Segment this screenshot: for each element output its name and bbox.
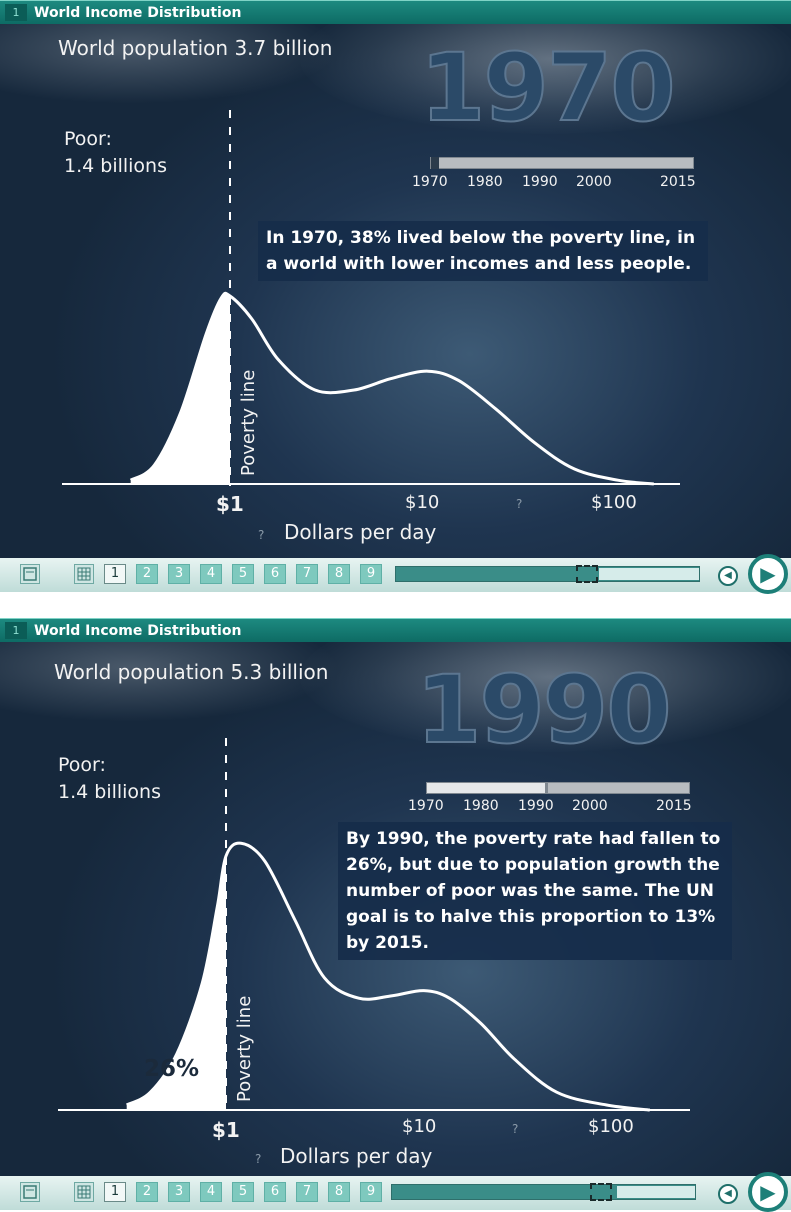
distribution-curve xyxy=(125,841,650,1112)
annotation-box: In 1970, 38% lived below the poverty lin… xyxy=(258,221,708,281)
annotation-box: By 1990, the poverty rate had fallen to … xyxy=(338,822,732,960)
timeline-selection[interactable] xyxy=(590,1183,612,1201)
year-slider[interactable] xyxy=(426,782,690,794)
x-tick-10: $10 xyxy=(402,1116,437,1137)
poor-value: 1.4 billions xyxy=(64,155,167,177)
page-button-6[interactable]: 6 xyxy=(264,1182,286,1202)
timeline-progress[interactable] xyxy=(395,565,700,583)
page-button-4[interactable]: 4 xyxy=(200,564,222,584)
playback-toolbar: 1 2 3 4 5 6 7 8 9 ◀ ▶ xyxy=(0,1172,791,1212)
slide-number: 1 xyxy=(5,4,27,21)
list-icon[interactable] xyxy=(20,564,40,584)
poor-label: Poor: 1.4 billions xyxy=(58,752,161,806)
year-display: 1990 xyxy=(415,656,673,765)
unknown-mark: ? xyxy=(258,528,265,542)
slider-tick: 1980 xyxy=(467,174,503,190)
slider-knob[interactable] xyxy=(431,157,439,169)
slider-tick: 1970 xyxy=(412,174,448,190)
slider-tick: 2000 xyxy=(576,174,612,190)
timeline-progress[interactable] xyxy=(391,1183,696,1201)
slider-tick: 1970 xyxy=(408,798,444,814)
poor-area xyxy=(126,856,226,1110)
poor-value: 1.4 billions xyxy=(58,781,161,803)
chart-stage: World population 5.3 billion Poor: 1.4 b… xyxy=(0,642,791,1176)
page-button-5[interactable]: 5 xyxy=(232,564,254,584)
title-bar: 1 World Income Distribution xyxy=(0,0,791,25)
timeline-selection[interactable] xyxy=(576,565,598,583)
x-tick-1: $1 xyxy=(216,492,244,516)
unknown-mark: ? xyxy=(255,1152,262,1166)
slide-title: World Income Distribution xyxy=(34,623,242,639)
year-slider[interactable] xyxy=(430,157,694,169)
chart-stage: World population 3.7 billion Poor: 1.4 b… xyxy=(0,24,791,558)
poor-area xyxy=(130,293,230,484)
page-button-3[interactable]: 3 xyxy=(168,564,190,584)
list-icon[interactable] xyxy=(20,1182,40,1202)
page-button-2[interactable]: 2 xyxy=(136,1182,158,1202)
slide-title: World Income Distribution xyxy=(34,5,242,21)
distribution-curve xyxy=(129,291,654,486)
x-axis-label: Dollars per day xyxy=(284,520,437,544)
timeline-remaining xyxy=(599,568,699,580)
slider-tick: 1990 xyxy=(518,798,554,814)
x-tick-100: $100 xyxy=(591,492,637,513)
page-button-6[interactable]: 6 xyxy=(264,564,286,584)
page-button-7[interactable]: 7 xyxy=(296,564,318,584)
play-icon[interactable]: ▶ xyxy=(748,1172,788,1212)
page-button-7[interactable]: 7 xyxy=(296,1182,318,1202)
page-button-2[interactable]: 2 xyxy=(136,564,158,584)
slider-tick: 2015 xyxy=(656,798,692,814)
x-tick-10: $10 xyxy=(405,492,440,513)
slider-tick: 1990 xyxy=(522,174,558,190)
population-label: World population 5.3 billion xyxy=(54,660,329,684)
x-tick-1: $1 xyxy=(212,1118,240,1142)
x-tick-100: $100 xyxy=(588,1116,634,1137)
income-distribution-chart xyxy=(62,110,680,486)
slider-tick: 2000 xyxy=(572,798,608,814)
page-button-5[interactable]: 5 xyxy=(232,1182,254,1202)
back-icon[interactable]: ◀ xyxy=(718,1184,738,1204)
timeline-remaining xyxy=(617,1186,695,1198)
x-axis-label: Dollars per day xyxy=(280,1144,433,1168)
slider-tick: 2015 xyxy=(660,174,696,190)
poor-label: Poor: 1.4 billions xyxy=(64,126,167,180)
page-button-8[interactable]: 8 xyxy=(328,564,350,584)
year-display: 1970 xyxy=(419,34,677,143)
page-button-4[interactable]: 4 xyxy=(200,1182,222,1202)
page-button-9[interactable]: 9 xyxy=(360,564,382,584)
page-button-8[interactable]: 8 xyxy=(328,1182,350,1202)
page-button-9[interactable]: 9 xyxy=(360,1182,382,1202)
population-label: World population 3.7 billion xyxy=(58,36,333,60)
poverty-line-label: Poverty line xyxy=(234,995,255,1102)
page-button-1[interactable]: 1 xyxy=(104,1182,126,1202)
page-button-3[interactable]: 3 xyxy=(168,1182,190,1202)
slider-tick: 1980 xyxy=(463,798,499,814)
panel-1970: 1 World Income Distribution World popula… xyxy=(0,0,791,594)
slider-fill xyxy=(427,783,547,793)
back-icon[interactable]: ◀ xyxy=(718,566,738,586)
poor-title: Poor: xyxy=(58,754,106,776)
poor-title: Poor: xyxy=(64,128,112,150)
grid-icon[interactable] xyxy=(74,564,94,584)
play-icon[interactable]: ▶ xyxy=(748,554,788,594)
panel-1990: 1 World Income Distribution World popula… xyxy=(0,618,791,1212)
poverty-line-label: Poverty line xyxy=(238,369,259,476)
slider-knob[interactable] xyxy=(545,782,548,794)
slide-number: 1 xyxy=(5,622,27,639)
title-bar: 1 World Income Distribution xyxy=(0,618,791,643)
page-button-1[interactable]: 1 xyxy=(104,564,126,584)
grid-icon[interactable] xyxy=(74,1182,94,1202)
unknown-mark: ? xyxy=(512,1122,519,1136)
playback-toolbar: 1 2 3 4 5 6 7 8 9 ◀ ▶ xyxy=(0,554,791,594)
poor-percentage: 26% xyxy=(144,1056,200,1082)
income-distribution-chart xyxy=(58,738,690,1112)
unknown-mark: ? xyxy=(516,497,523,511)
